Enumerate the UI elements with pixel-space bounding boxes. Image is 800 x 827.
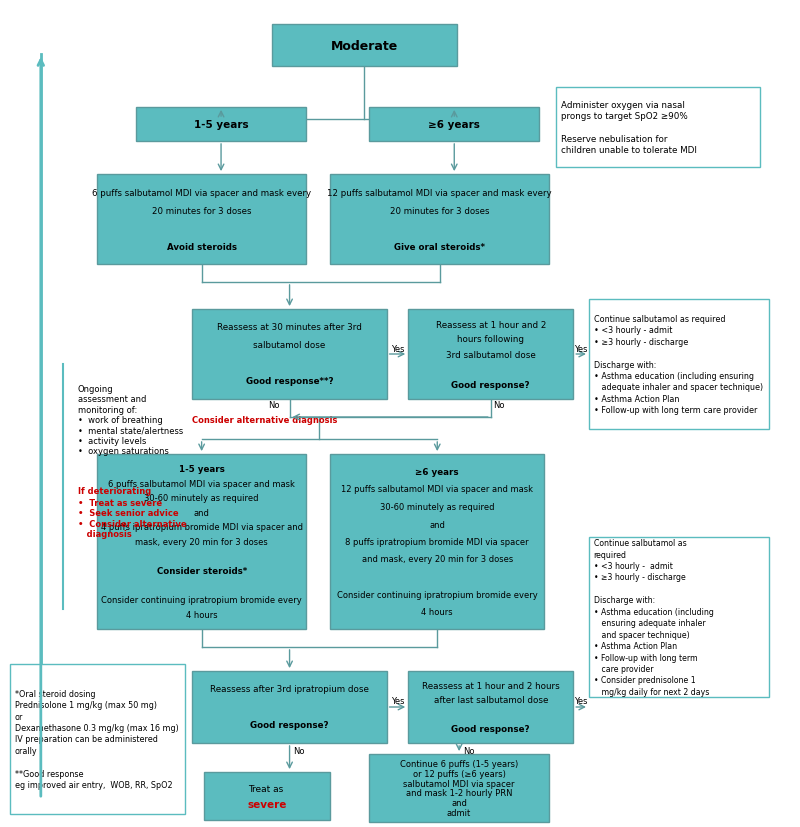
Text: admit: admit [447,808,471,817]
Text: and: and [451,798,467,807]
Text: Consider continuing ipratropium bromide every: Consider continuing ipratropium bromide … [337,590,538,599]
Text: and: and [430,520,445,528]
Text: Reassess at 1 hour and 2 hours: Reassess at 1 hour and 2 hours [422,681,559,690]
Text: 12 puffs salbutamol MDI via spacer and mask every: 12 puffs salbutamol MDI via spacer and m… [327,189,552,198]
Text: Ongoing
assessment and
monitoring of:
•  work of breathing
•  mental state/alert: Ongoing assessment and monitoring of: • … [78,385,183,456]
Text: and mask, every 20 min for 3 doses: and mask, every 20 min for 3 doses [362,555,513,564]
Text: 4 hours: 4 hours [422,607,453,616]
Bar [556,88,760,168]
Bar [136,108,306,141]
Bar [204,772,330,820]
Bar [330,174,549,265]
Text: Good response?: Good response? [451,380,530,389]
Text: 1-5 years: 1-5 years [178,465,225,474]
Text: and mask 1-2 hourly PRN: and mask 1-2 hourly PRN [406,788,512,797]
Text: 6 puffs salbutamol MDI via spacer and mask every: 6 puffs salbutamol MDI via spacer and ma… [92,189,311,198]
Text: •  Treat as severe
•  Seek senior advice
•  Consider alternative
   diagnosis: • Treat as severe • Seek senior advice •… [78,499,186,538]
Bar [408,309,574,399]
Text: ≥6 years: ≥6 years [415,467,459,476]
Text: Reassess after 3rd ipratropium dose: Reassess after 3rd ipratropium dose [210,685,369,694]
Text: salbutamol MDI via spacer: salbutamol MDI via spacer [403,779,515,787]
Bar [330,455,544,629]
Text: 30-60 minutely as required: 30-60 minutely as required [380,502,494,511]
Bar [272,25,457,67]
Text: 4 puffs ipratropium bromide MDI via spacer and: 4 puffs ipratropium bromide MDI via spac… [101,523,302,532]
Text: ≥6 years: ≥6 years [428,120,480,130]
Text: Continue salbutamol as
required
• <3 hourly -  admit
• ≥3 hourly - discharge

Di: Continue salbutamol as required • <3 hou… [594,538,714,696]
Text: Yes: Yes [390,696,404,705]
Text: *Oral steroid dosing
Prednisolone 1 mg/kg (max 50 mg)
or
Dexamethasone 0.3 mg/kg: *Oral steroid dosing Prednisolone 1 mg/k… [14,689,178,789]
Text: Reassess at 1 hour and 2: Reassess at 1 hour and 2 [435,320,546,329]
Text: Good response?: Good response? [250,720,329,729]
Bar [589,299,769,429]
Text: No: No [294,747,305,756]
Text: or 12 puffs (≥6 years): or 12 puffs (≥6 years) [413,769,506,778]
Bar [408,672,574,743]
Text: Yes: Yes [390,344,404,353]
Text: hours following: hours following [458,335,524,344]
Text: Consider continuing ipratropium bromide every: Consider continuing ipratropium bromide … [102,595,302,605]
Bar [192,672,386,743]
Text: Treat as: Treat as [248,783,286,792]
Text: Consider alternative diagnosis: Consider alternative diagnosis [192,415,338,424]
Text: after last salbutamol dose: after last salbutamol dose [434,696,548,705]
Text: 6 puffs salbutamol MDI via spacer and mask: 6 puffs salbutamol MDI via spacer and ma… [108,479,295,488]
Bar [97,455,306,629]
Bar [589,538,769,697]
Text: 30-60 minutely as required: 30-60 minutely as required [144,494,259,503]
Text: 20 minutes for 3 doses: 20 minutes for 3 doses [152,206,251,215]
Text: Continue 6 puffs (1-5 years): Continue 6 puffs (1-5 years) [400,759,518,768]
Text: 1-5 years: 1-5 years [194,120,248,130]
Text: salbutamol dose: salbutamol dose [254,341,326,350]
Text: Good response**?: Good response**? [246,377,334,386]
Bar [192,309,386,399]
Text: 3rd salbutamol dose: 3rd salbutamol dose [446,350,535,359]
Bar [10,664,185,814]
Text: Administer oxygen via nasal
prongs to target SpO2 ≥90%

Reserve nebulisation for: Administer oxygen via nasal prongs to ta… [561,100,697,155]
Text: Reassess at 30 minutes after 3rd: Reassess at 30 minutes after 3rd [217,323,362,332]
Bar [370,754,549,822]
Text: No: No [268,400,280,409]
Text: Yes: Yes [574,696,588,705]
Text: Consider steroids*: Consider steroids* [157,566,246,576]
Text: Moderate: Moderate [330,40,398,52]
Text: Good response?: Good response? [451,724,530,734]
Text: and: and [194,509,210,517]
Text: Avoid steroids: Avoid steroids [166,242,237,251]
Text: mask, every 20 min for 3 doses: mask, every 20 min for 3 doses [135,538,268,547]
Text: 8 puffs ipratropium bromide MDI via spacer: 8 puffs ipratropium bromide MDI via spac… [346,538,529,547]
Bar [370,108,539,141]
Text: If deteriorating: If deteriorating [78,486,151,495]
Text: No: No [463,747,474,756]
Text: severe: severe [247,799,287,809]
Text: Give oral steroids*: Give oral steroids* [394,242,485,251]
Text: 12 puffs salbutamol MDI via spacer and mask: 12 puffs salbutamol MDI via spacer and m… [342,485,534,494]
Text: No: No [493,400,504,409]
Text: Continue salbutamol as required
• <3 hourly - admit
• ≥3 hourly - discharge

Dis: Continue salbutamol as required • <3 hou… [594,314,763,415]
Text: 4 hours: 4 hours [186,610,218,619]
Text: 20 minutes for 3 doses: 20 minutes for 3 doses [390,206,490,215]
Bar [97,174,306,265]
Text: Yes: Yes [574,344,588,353]
